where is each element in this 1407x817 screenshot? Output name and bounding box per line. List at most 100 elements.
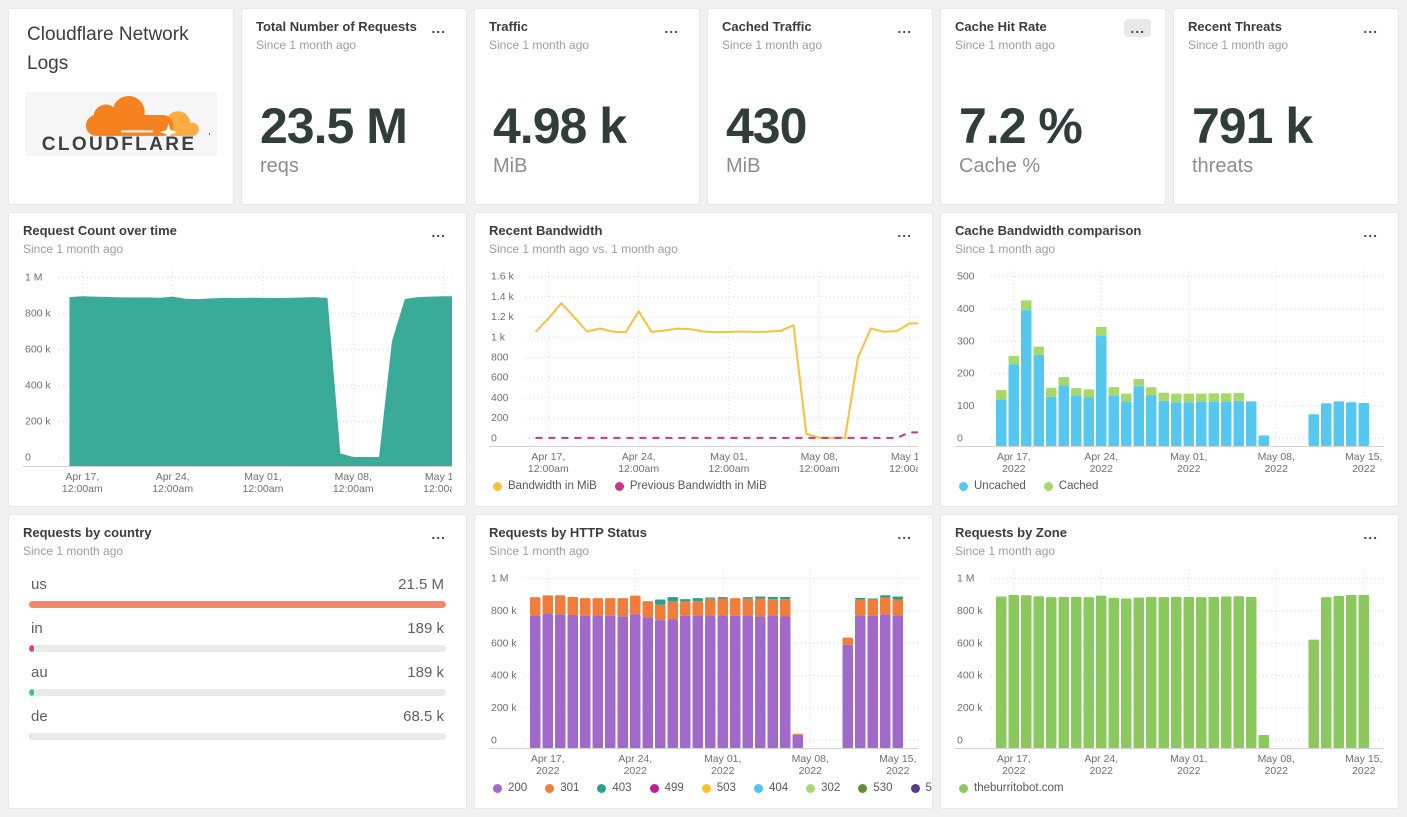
legend-label: 499 xyxy=(664,782,684,794)
panel-menu-button[interactable]: ... xyxy=(658,19,685,37)
panel-menu-button[interactable]: ... xyxy=(1357,223,1384,241)
panel-subtitle: Since 1 month ago xyxy=(1188,38,1289,53)
legend-dot-icon xyxy=(701,783,711,793)
panel-title: Cached Traffic xyxy=(722,19,812,34)
bar-301 xyxy=(705,599,716,617)
bar-301 xyxy=(780,599,791,617)
svg-text:Apr 24,: Apr 24, xyxy=(622,451,656,463)
bar-200 xyxy=(630,614,641,749)
bar-theburritobot.com xyxy=(1071,597,1082,749)
panel-recent-threats: Recent Threats Since 1 month ago ... 791… xyxy=(1173,8,1399,205)
legend-dot-icon xyxy=(753,783,763,793)
bar-301 xyxy=(755,598,766,617)
bar-403 xyxy=(855,598,866,600)
cache-bandwidth-legend: Uncached Cached xyxy=(955,476,1384,496)
bar-200 xyxy=(705,616,716,749)
bar-200 xyxy=(680,615,691,749)
stat-unit: MiB xyxy=(726,155,761,177)
bar-uncached xyxy=(1108,395,1119,447)
svg-text:Apr 17,: Apr 17, xyxy=(65,471,99,483)
legend-item-403[interactable]: 403 xyxy=(597,782,632,794)
bar-403 xyxy=(892,596,903,601)
svg-text:May 01,: May 01, xyxy=(710,451,747,463)
bar-uncached xyxy=(1008,364,1019,447)
bar-200 xyxy=(892,616,903,749)
legend-item-499[interactable]: 499 xyxy=(649,782,684,794)
bar-cached xyxy=(1121,393,1132,402)
panel-menu-button[interactable]: ... xyxy=(891,525,918,543)
svg-text:1 M: 1 M xyxy=(25,272,43,284)
legend-dot-icon xyxy=(597,783,607,793)
legend-dot-icon xyxy=(1043,481,1053,491)
panel-menu-button[interactable]: ... xyxy=(425,19,452,37)
bar-301 xyxy=(792,734,803,735)
svg-text:May 15,: May 15, xyxy=(879,753,916,765)
svg-text:12:00am: 12:00am xyxy=(423,483,452,495)
legend-item-404[interactable]: 404 xyxy=(753,782,788,794)
bar-theburritobot.com xyxy=(1046,597,1057,749)
panel-menu-button[interactable]: ... xyxy=(1357,525,1384,543)
panel-requests-by-http-status: Requests by HTTP Status Since 1 month ag… xyxy=(474,514,933,809)
svg-text:May 01,: May 01, xyxy=(244,471,281,483)
panel-menu-button[interactable]: ... xyxy=(891,19,918,37)
country-row-de: de 68.5 k xyxy=(29,708,446,741)
bar-301 xyxy=(642,601,653,618)
bar-cached xyxy=(996,390,1007,400)
panel-subtitle: Since 1 month ago xyxy=(23,544,124,559)
svg-text:200: 200 xyxy=(957,368,975,380)
svg-text:12:00am: 12:00am xyxy=(709,463,750,475)
svg-text:Apr 24,: Apr 24, xyxy=(1084,451,1118,463)
svg-text:400: 400 xyxy=(957,303,975,315)
bar-theburritobot.com xyxy=(1308,639,1319,749)
svg-text:2022: 2022 xyxy=(1090,765,1114,777)
bar-301 xyxy=(880,597,891,615)
requests-by-zone-chart[interactable]: 1 M 800 k 600 k 400 k 200 k 0 Apr 17, 2022 Apr 2… xyxy=(955,564,1384,778)
legend-item-bandwidth-in-mib[interactable]: Bandwidth in MiB xyxy=(493,480,597,492)
bar-theburritobot.com xyxy=(1196,597,1207,749)
legend-item-theburritobot.com[interactable]: theburritobot.com xyxy=(959,782,1064,794)
legend-item-uncached[interactable]: Uncached xyxy=(959,480,1026,492)
legend-item-cached[interactable]: Cached xyxy=(1043,480,1098,492)
panel-menu-button[interactable]: ... xyxy=(891,223,918,241)
cloudflare-logo: CLOUDFLARE ’ xyxy=(25,92,217,156)
legend-item-526[interactable]: 526 xyxy=(910,782,932,794)
legend-item-530[interactable]: 530 xyxy=(858,782,893,794)
svg-text:1 M: 1 M xyxy=(957,573,975,585)
svg-text:2022: 2022 xyxy=(1265,765,1289,777)
legend-item-301[interactable]: 301 xyxy=(545,782,579,794)
bar-301 xyxy=(767,599,778,616)
svg-text:0: 0 xyxy=(491,735,497,747)
panel-menu-button[interactable]: ... xyxy=(1357,19,1384,37)
svg-text:0: 0 xyxy=(25,452,31,464)
legend-item-302[interactable]: 302 xyxy=(806,782,840,794)
panel-title: Cache Bandwidth comparison xyxy=(955,223,1142,238)
request-count-chart[interactable]: 1 M 800 k 600 k 400 k 200 k 0 Apr 17, 12:00am Ap… xyxy=(23,262,452,496)
legend-item-503[interactable]: 503 xyxy=(701,782,736,794)
svg-text:200 k: 200 k xyxy=(957,702,983,714)
panel-title: Total Number of Requests xyxy=(256,19,417,34)
panel-menu-button[interactable]: ... xyxy=(425,223,452,241)
cache-bandwidth-chart[interactable]: 500 400 300 200 100 0 Apr 17, 2022 Apr 24, 2022 Ma… xyxy=(955,262,1384,476)
country-value: 189 k xyxy=(407,620,444,638)
request-count-area-series xyxy=(69,296,452,467)
legend-dot-icon xyxy=(493,481,502,491)
bar-theburritobot.com xyxy=(1108,598,1119,749)
bar-theburritobot.com xyxy=(1008,595,1019,749)
panel-menu-button[interactable]: ... xyxy=(1124,19,1151,37)
bar-301 xyxy=(530,597,541,616)
bar-theburritobot.com xyxy=(1158,597,1169,749)
bar-theburritobot.com xyxy=(1033,596,1044,749)
legend-item-200[interactable]: 200 xyxy=(493,782,527,794)
panel-title: Requests by Zone xyxy=(955,525,1067,540)
stat-value-block: 23.5 M reqs xyxy=(260,99,452,179)
bar-200 xyxy=(667,619,678,749)
bar-theburritobot.com xyxy=(1333,596,1344,749)
http-status-chart[interactable]: 1 M 800 k 600 k 400 k 200 k 0 Apr 17, 2022 Apr 2… xyxy=(489,564,918,778)
legend-item-previous-bandwidth-in-mib[interactable]: Previous Bandwidth in MiB xyxy=(614,480,767,492)
panel-menu-button[interactable]: ... xyxy=(425,525,452,543)
stat-value: 4.98 k xyxy=(493,97,627,154)
bar-403 xyxy=(755,596,766,599)
ellipsis-icon: ... xyxy=(1363,526,1378,542)
